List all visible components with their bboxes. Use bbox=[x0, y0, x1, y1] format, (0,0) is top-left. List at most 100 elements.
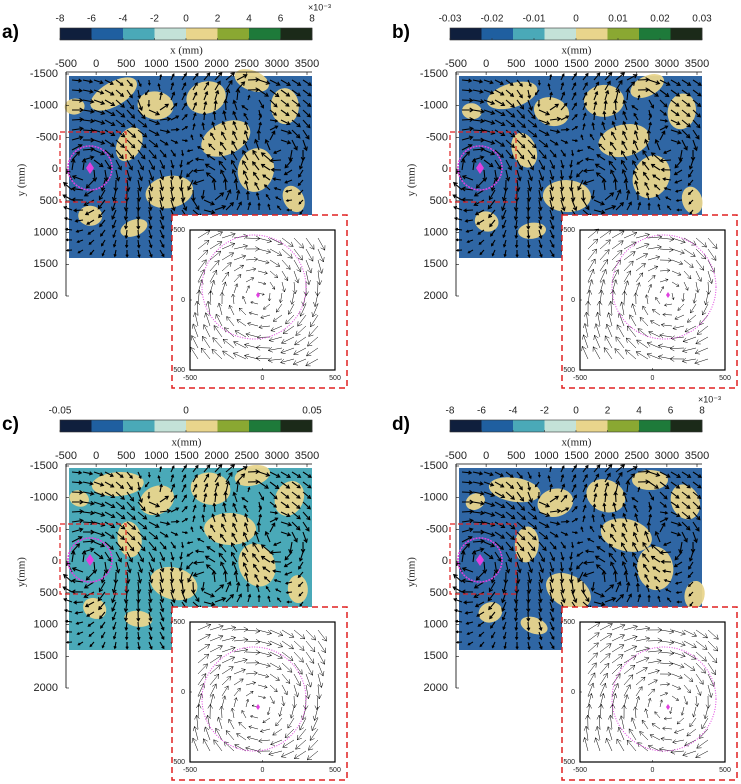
vector-arrow bbox=[642, 171, 650, 181]
vector-arrow bbox=[242, 149, 249, 161]
vector-arrow bbox=[137, 89, 142, 100]
vector-arrow bbox=[483, 99, 496, 105]
vector-arrow bbox=[147, 199, 153, 212]
vector-arrow bbox=[651, 723, 661, 730]
colorbar-segment bbox=[186, 28, 218, 40]
vector-arrow bbox=[203, 100, 208, 111]
x-tick-label: -500 bbox=[55, 450, 77, 462]
inset-x-tick-label: 500 bbox=[329, 375, 341, 382]
vector-arrow bbox=[299, 303, 307, 317]
vector-arrow bbox=[232, 99, 238, 111]
vector-arrow bbox=[464, 219, 474, 223]
vector-arrow bbox=[672, 325, 685, 331]
colorbar-tick-label: 6 bbox=[278, 14, 284, 25]
vector-arrow bbox=[549, 541, 557, 550]
vector-arrow bbox=[681, 471, 692, 478]
vector-arrow bbox=[584, 157, 595, 162]
vector-arrow bbox=[659, 278, 669, 283]
vector-arrow bbox=[695, 651, 707, 662]
vector-arrow bbox=[178, 561, 183, 572]
y-tick-label: 0 bbox=[52, 555, 58, 567]
vector-arrow bbox=[538, 541, 547, 552]
vector-arrow bbox=[549, 591, 555, 604]
vector-arrow bbox=[501, 581, 507, 594]
vector-arrow bbox=[209, 260, 220, 272]
vector-arrow bbox=[86, 611, 95, 617]
vector-arrow bbox=[534, 481, 540, 488]
vector-arrow bbox=[650, 163, 661, 171]
vector-arrow bbox=[280, 471, 292, 478]
vector-arrow bbox=[662, 312, 673, 317]
vector-arrow bbox=[115, 129, 126, 138]
vector-arrow bbox=[632, 562, 639, 573]
vector-arrow bbox=[608, 552, 617, 563]
vector-arrow bbox=[82, 520, 96, 525]
vector-arrow bbox=[228, 718, 235, 730]
vector-arrow bbox=[281, 651, 294, 661]
x-tick-label: 1000 bbox=[144, 58, 168, 70]
vector-arrow bbox=[298, 159, 304, 170]
vector-arrow bbox=[238, 721, 247, 730]
vector-arrow bbox=[688, 169, 694, 178]
inset-vortex-circle bbox=[201, 234, 307, 340]
vector-arrow bbox=[669, 706, 673, 715]
vector-arrow bbox=[71, 589, 84, 595]
vector-arrow bbox=[611, 131, 617, 141]
colorbar-segment bbox=[154, 28, 187, 40]
vector-arrow bbox=[527, 89, 532, 100]
vector-arrow bbox=[235, 480, 241, 493]
vector-arrow bbox=[71, 578, 84, 584]
vector-arrow bbox=[527, 129, 538, 138]
vector-arrow bbox=[206, 546, 216, 553]
vector-arrow bbox=[244, 512, 249, 523]
x-tick-label: -500 bbox=[55, 58, 77, 70]
vector-arrow bbox=[592, 111, 597, 121]
vector-arrow bbox=[225, 593, 235, 603]
vector-arrow bbox=[126, 541, 135, 552]
vector-arrow bbox=[243, 112, 249, 121]
vector-arrow bbox=[170, 551, 175, 561]
vector-arrow bbox=[312, 706, 319, 722]
vector-arrow bbox=[621, 150, 628, 161]
vector-arrow bbox=[695, 281, 700, 294]
vector-arrow bbox=[606, 726, 613, 741]
vector-arrow bbox=[201, 122, 205, 131]
vector-arrow bbox=[516, 491, 525, 502]
vector-arrow bbox=[692, 521, 700, 532]
vector-arrow bbox=[101, 631, 106, 639]
vector-arrow bbox=[236, 593, 242, 603]
vector-arrow bbox=[282, 739, 295, 748]
vector-arrow bbox=[650, 555, 661, 563]
vector-arrow bbox=[302, 99, 312, 107]
vector-arrow bbox=[479, 249, 485, 256]
vector-arrow bbox=[305, 640, 316, 653]
vector-arrow bbox=[611, 230, 625, 239]
vector-arrow bbox=[703, 706, 709, 720]
vector-arrow bbox=[505, 159, 512, 171]
vector-arrow bbox=[233, 570, 239, 583]
vector-arrow bbox=[515, 641, 519, 650]
vector-arrow bbox=[245, 582, 250, 593]
vector-arrow bbox=[593, 72, 601, 81]
vector-arrow bbox=[203, 591, 215, 598]
colorbar-segment bbox=[217, 28, 250, 40]
vector-arrow bbox=[209, 645, 223, 653]
vector-arrow bbox=[181, 91, 187, 101]
vector-arrow bbox=[286, 208, 292, 212]
vector-arrow bbox=[82, 128, 96, 133]
vector-arrow bbox=[280, 89, 291, 97]
vector-arrow bbox=[262, 717, 271, 723]
zoom-box bbox=[59, 131, 127, 203]
vector-arrow bbox=[126, 149, 135, 160]
vector-arrow bbox=[675, 199, 683, 203]
vector-arrow bbox=[269, 130, 276, 141]
vector-arrow bbox=[571, 494, 577, 503]
vector-arrow bbox=[263, 303, 271, 310]
vector-arrow bbox=[298, 551, 304, 562]
vector-arrow bbox=[623, 624, 638, 631]
vector-arrow bbox=[647, 202, 651, 211]
vector-arrow bbox=[560, 551, 565, 561]
vector-arrow bbox=[273, 578, 282, 583]
vector-arrow bbox=[611, 663, 623, 675]
vector-arrow bbox=[181, 82, 187, 91]
